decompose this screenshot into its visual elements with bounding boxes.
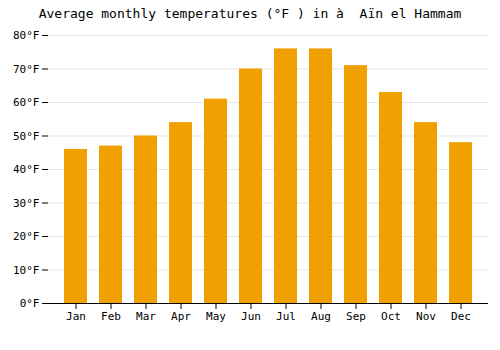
svg-text:70°F: 70°F: [13, 63, 40, 76]
svg-text:Aug: Aug: [311, 310, 331, 323]
svg-text:Dec: Dec: [451, 310, 471, 323]
svg-text:Sep: Sep: [346, 310, 366, 323]
svg-text:Nov: Nov: [416, 310, 436, 323]
svg-text:10°F: 10°F: [13, 264, 40, 277]
svg-text:0°F: 0°F: [20, 297, 40, 310]
svg-text:Jan: Jan: [66, 310, 86, 323]
svg-text:80°F: 80°F: [13, 29, 40, 42]
svg-text:May: May: [206, 310, 226, 323]
html-text:Average monthly temperatures (: Average monthly temperatures (°F ) in à …: [38, 6, 462, 21]
svg-text:60°F: 60°F: [13, 96, 40, 109]
svg-text:40°F: 40°F: [13, 163, 40, 176]
svg-text:Apr: Apr: [171, 310, 191, 323]
svg-text:20°F: 20°F: [13, 230, 40, 243]
svg-text:30°F: 30°F: [13, 197, 40, 210]
svg-text:Feb: Feb: [101, 310, 121, 323]
svg-text:Oct: Oct: [381, 310, 401, 323]
svg-text:Jul: Jul: [276, 310, 296, 323]
svg-text:50°F: 50°F: [13, 130, 40, 143]
svg-text:Jun: Jun: [241, 310, 261, 323]
svg-text:Mar: Mar: [136, 310, 156, 323]
